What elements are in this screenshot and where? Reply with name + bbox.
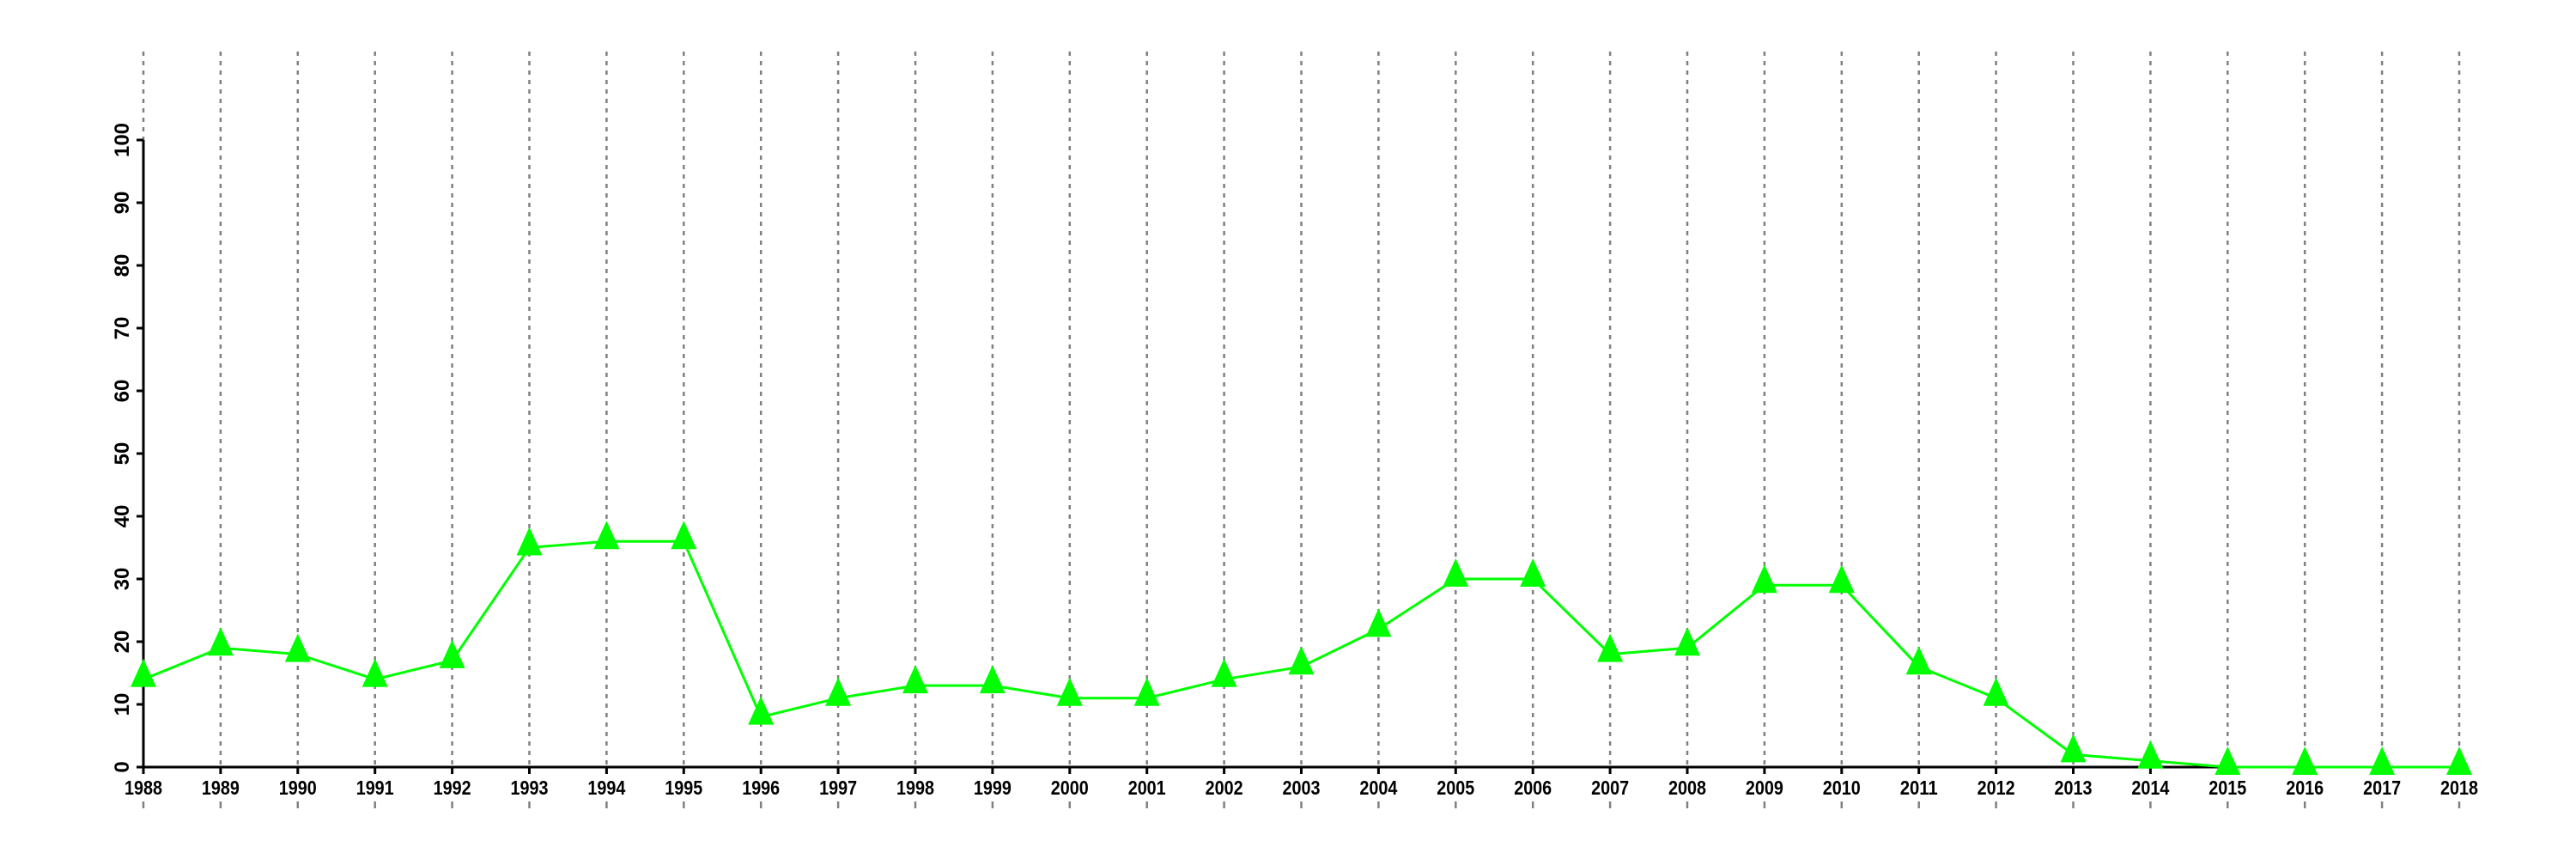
y-tick-label: 60 [111,380,134,403]
data-point-marker [2446,746,2472,775]
data-point-marker [131,658,156,687]
y-tick-label: 70 [111,317,134,340]
data-point-marker [1520,558,1546,587]
data-point-marker [1365,608,1392,637]
x-tick-label: 1998 [896,777,934,799]
x-tick-label: 2014 [2131,777,2169,799]
y-tick-label: 40 [111,505,134,528]
data-point-marker [516,527,543,556]
x-tick-label: 2009 [1746,777,1783,799]
x-tick-label: 1999 [974,777,1012,799]
x-tick-label: 2018 [2440,777,2478,799]
data-point-marker [1983,677,2009,706]
x-tick-label: 1997 [819,777,857,799]
data-point-marker [671,521,697,550]
y-tick-label: 0 [111,761,134,772]
data-point-marker [1674,627,1700,656]
grid-lines [142,52,2461,808]
data-point-marker [1828,564,1855,594]
x-tick-label: 2001 [1128,777,1166,799]
x-tick-label: 2006 [1514,777,1552,799]
x-tick-label: 1995 [665,777,702,799]
data-point-marker [825,677,852,706]
data-point-marker [748,696,775,725]
x-tick-label: 2013 [2055,777,2093,799]
x-tick-label: 2007 [1591,777,1629,799]
x-tick-label: 2017 [2363,777,2401,799]
data-point-marker [979,665,1005,694]
x-tick-label: 1994 [587,777,625,799]
x-tick-label: 2000 [1051,777,1089,799]
y-tick-label: 30 [111,568,134,591]
y-tick-label: 90 [111,192,134,215]
data-point-marker [2137,740,2164,769]
data-point-marker [2060,734,2087,763]
y-tick-label: 80 [111,254,134,277]
data-point-marker [1133,677,1160,706]
data-point-marker [2215,746,2241,775]
x-tick-label: 2003 [1283,777,1321,799]
x-tick-label: 2008 [1668,777,1706,799]
x-tick-label: 1991 [356,777,394,799]
data-point-marker [593,521,620,550]
data-point-marker [439,639,465,668]
y-tick-label: 50 [111,442,134,466]
series [131,521,2472,775]
data-point-marker [902,665,928,694]
x-tick-label: 1992 [434,777,471,799]
data-point-marker [361,658,388,687]
data-point-marker [2369,746,2396,775]
x-axis-ticks: 1988 1989 1990 1991 1992 1993 1994 1995 1996 1997… [125,767,2478,799]
y-axis-ticks: 0 10 20 30 40 50 60 70 80 90 100 [111,123,143,773]
x-tick-label: 1989 [202,777,240,799]
y-tick-label: 10 [111,693,134,716]
x-tick-label: 2004 [1359,777,1397,799]
data-point-marker [2292,746,2318,775]
x-tick-label: 2016 [2286,777,2324,799]
data-point-marker [1751,564,1777,594]
x-tick-label: 2011 [1900,777,1938,799]
x-tick-label: 2005 [1437,777,1474,799]
data-point-marker [207,627,234,656]
x-tick-label: 2015 [2208,777,2246,799]
data-point-marker [1288,646,1315,675]
x-tick-label: 1996 [742,777,780,799]
data-point-marker [1211,658,1237,687]
x-tick-label: 2012 [1978,777,2015,799]
x-tick-label: 1988 [125,777,162,799]
x-tick-label: 2010 [1823,777,1861,799]
data-point-marker [1597,633,1624,662]
y-tick-label: 100 [111,123,134,157]
data-point-marker [1056,677,1083,706]
x-tick-label: 1990 [279,777,317,799]
data-point-marker [1905,646,1932,675]
data-point-marker [284,633,311,662]
data-point-marker [1443,558,1469,587]
x-tick-label: 2002 [1206,777,1243,799]
x-tick-label: 1993 [511,777,549,799]
y-tick-label: 20 [111,631,134,654]
